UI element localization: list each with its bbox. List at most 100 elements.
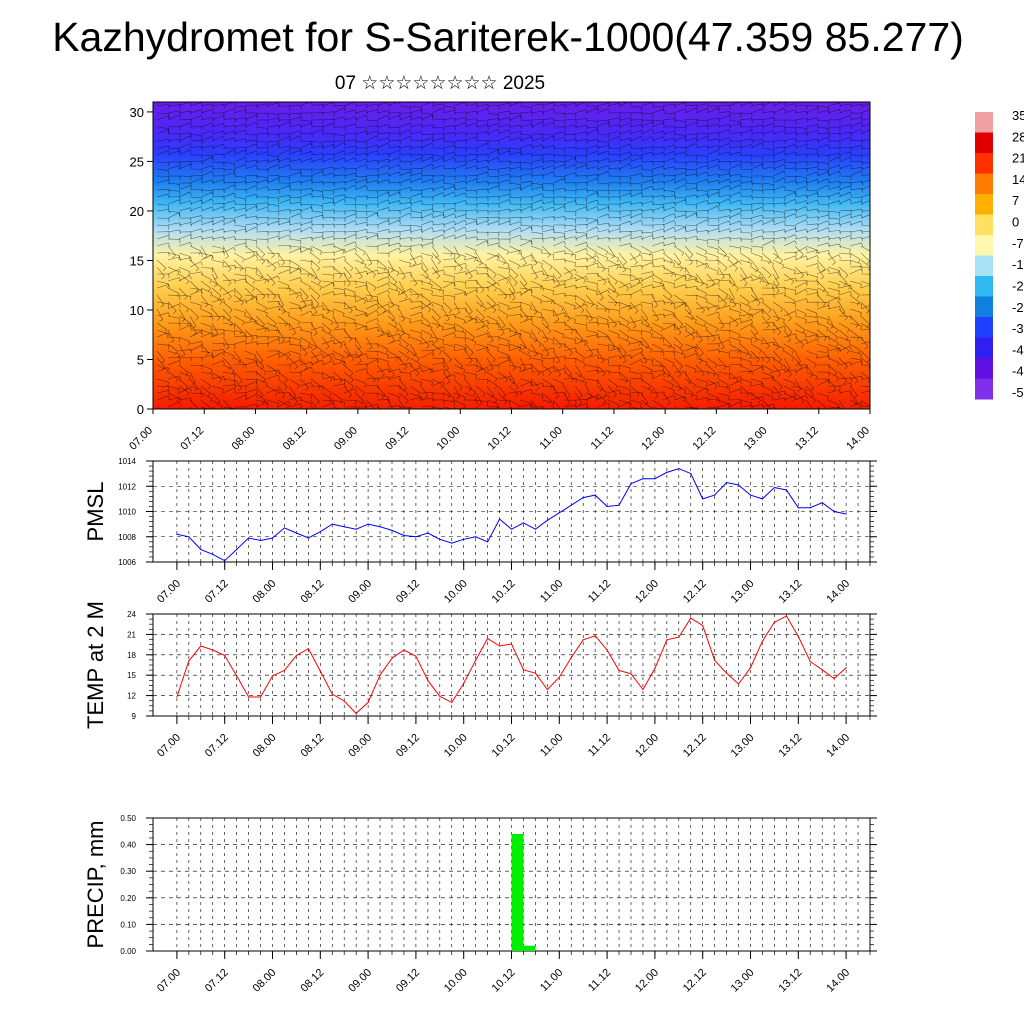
wind-barb-flag	[707, 230, 709, 235]
wind-barb-flag	[717, 282, 720, 287]
wind-barb-flag	[223, 251, 225, 256]
wind-barb-flag	[856, 302, 860, 306]
wind-barb	[442, 350, 452, 360]
wind-barb	[629, 124, 642, 128]
wind-barb	[662, 118, 675, 121]
wind-barb	[200, 189, 214, 191]
wind-barb	[607, 182, 621, 184]
wind-barb	[288, 245, 301, 248]
wind-barb	[783, 137, 796, 142]
wind-barb-flag	[816, 255, 819, 260]
wind-barb	[233, 138, 246, 142]
wind-barb	[827, 296, 839, 303]
wind-barb	[750, 252, 763, 258]
wind-barb	[431, 192, 444, 198]
wind-barb	[178, 200, 191, 205]
wind-barb	[739, 209, 752, 212]
wind-barb-flag	[439, 350, 443, 355]
wind-barb	[519, 105, 532, 108]
wind-barb	[585, 226, 597, 233]
wind-barb	[343, 157, 356, 163]
wind-barb-flag	[700, 283, 704, 287]
wind-barb	[420, 220, 433, 226]
wind-barb-flag	[753, 339, 758, 343]
wind-barb-flag	[542, 193, 544, 198]
wind-barb	[475, 308, 485, 318]
wind-barb	[277, 221, 290, 226]
wind-barb	[398, 329, 410, 336]
wind-barb	[442, 282, 454, 289]
wind-barb-flag	[189, 325, 192, 330]
wind-barb	[706, 238, 719, 241]
wind-barb	[596, 108, 609, 114]
wind-barb-flag	[859, 312, 862, 317]
wind-barb-flag	[286, 356, 289, 361]
wind-barb-flag	[775, 291, 780, 294]
wind-barb-flag	[412, 263, 417, 266]
wind-barb-flag	[454, 132, 456, 137]
wind-barb	[486, 220, 499, 226]
wind-barb	[684, 187, 697, 191]
wind-barb-flag	[574, 262, 576, 267]
wind-barb	[794, 194, 807, 198]
wind-barb	[849, 181, 862, 184]
wind-barb	[519, 238, 532, 241]
wind-barb	[728, 287, 735, 299]
wind-barb	[288, 116, 301, 121]
wind-barb	[607, 280, 617, 291]
wind-barb	[684, 294, 697, 297]
wind-barb-flag	[685, 326, 687, 331]
wind-barb	[475, 343, 488, 348]
wind-barb	[618, 350, 627, 361]
wind-barb-flag	[782, 348, 785, 353]
wind-barb-flag	[321, 170, 324, 175]
wind-barb	[662, 266, 674, 274]
wind-barb-flag	[233, 149, 236, 154]
wind-barb	[585, 206, 598, 212]
wind-barb	[222, 259, 232, 269]
wind-barb	[211, 236, 224, 240]
wind-barb	[332, 167, 345, 170]
wind-barb	[827, 170, 839, 177]
wind-barb-flag	[315, 303, 320, 307]
wind-barb-flag	[718, 312, 720, 316]
wind-barb	[354, 228, 367, 233]
wind-barb	[310, 326, 323, 331]
wind-barb	[409, 293, 422, 296]
wind-barb	[750, 245, 763, 248]
wind-barb-flag	[487, 166, 489, 171]
wind-barb-flag	[178, 303, 181, 308]
wind-barb	[299, 321, 312, 324]
wind-barb-flag	[363, 300, 366, 305]
wind-barb	[662, 166, 675, 170]
wind-barb-flag	[201, 341, 203, 346]
wind-barb	[431, 126, 444, 129]
wind-barb-flag	[321, 142, 324, 147]
wind-barb	[431, 107, 443, 114]
wind-barb	[299, 203, 312, 206]
wind-barb-flag	[832, 262, 836, 266]
wind-barb	[508, 287, 516, 299]
wind-barb-flag	[552, 311, 555, 316]
wind-barb	[783, 103, 796, 107]
wind-barb	[211, 332, 224, 338]
wind-barb-flag	[589, 318, 593, 322]
wind-barb	[805, 338, 818, 345]
wind-barb	[530, 206, 543, 212]
wind-barb	[519, 226, 531, 233]
wind-barb-flag	[717, 107, 720, 112]
wind-barb	[398, 229, 411, 233]
wind-barb	[277, 112, 290, 115]
wind-barb	[453, 164, 466, 170]
wind-barb-flag	[640, 157, 643, 162]
wind-barb-flag	[498, 220, 500, 225]
wind-barb	[596, 133, 609, 136]
wind-barb	[453, 234, 466, 240]
wind-barb-flag	[442, 234, 445, 239]
wind-barb	[222, 247, 234, 254]
wind-barb	[794, 117, 807, 121]
wind-barb	[299, 299, 312, 303]
wind-barb-flag	[783, 107, 786, 112]
wind-barb	[299, 119, 312, 122]
wind-barb	[794, 329, 807, 335]
